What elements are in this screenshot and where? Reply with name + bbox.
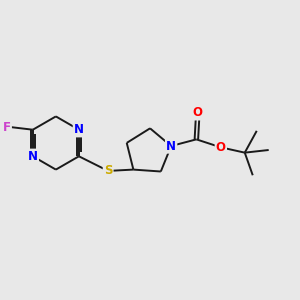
Text: S: S: [104, 164, 112, 177]
Text: O: O: [193, 106, 203, 119]
Text: F: F: [3, 121, 11, 134]
Text: O: O: [216, 141, 226, 154]
Text: N: N: [166, 140, 176, 152]
Text: N: N: [74, 123, 84, 136]
Text: N: N: [28, 150, 38, 163]
